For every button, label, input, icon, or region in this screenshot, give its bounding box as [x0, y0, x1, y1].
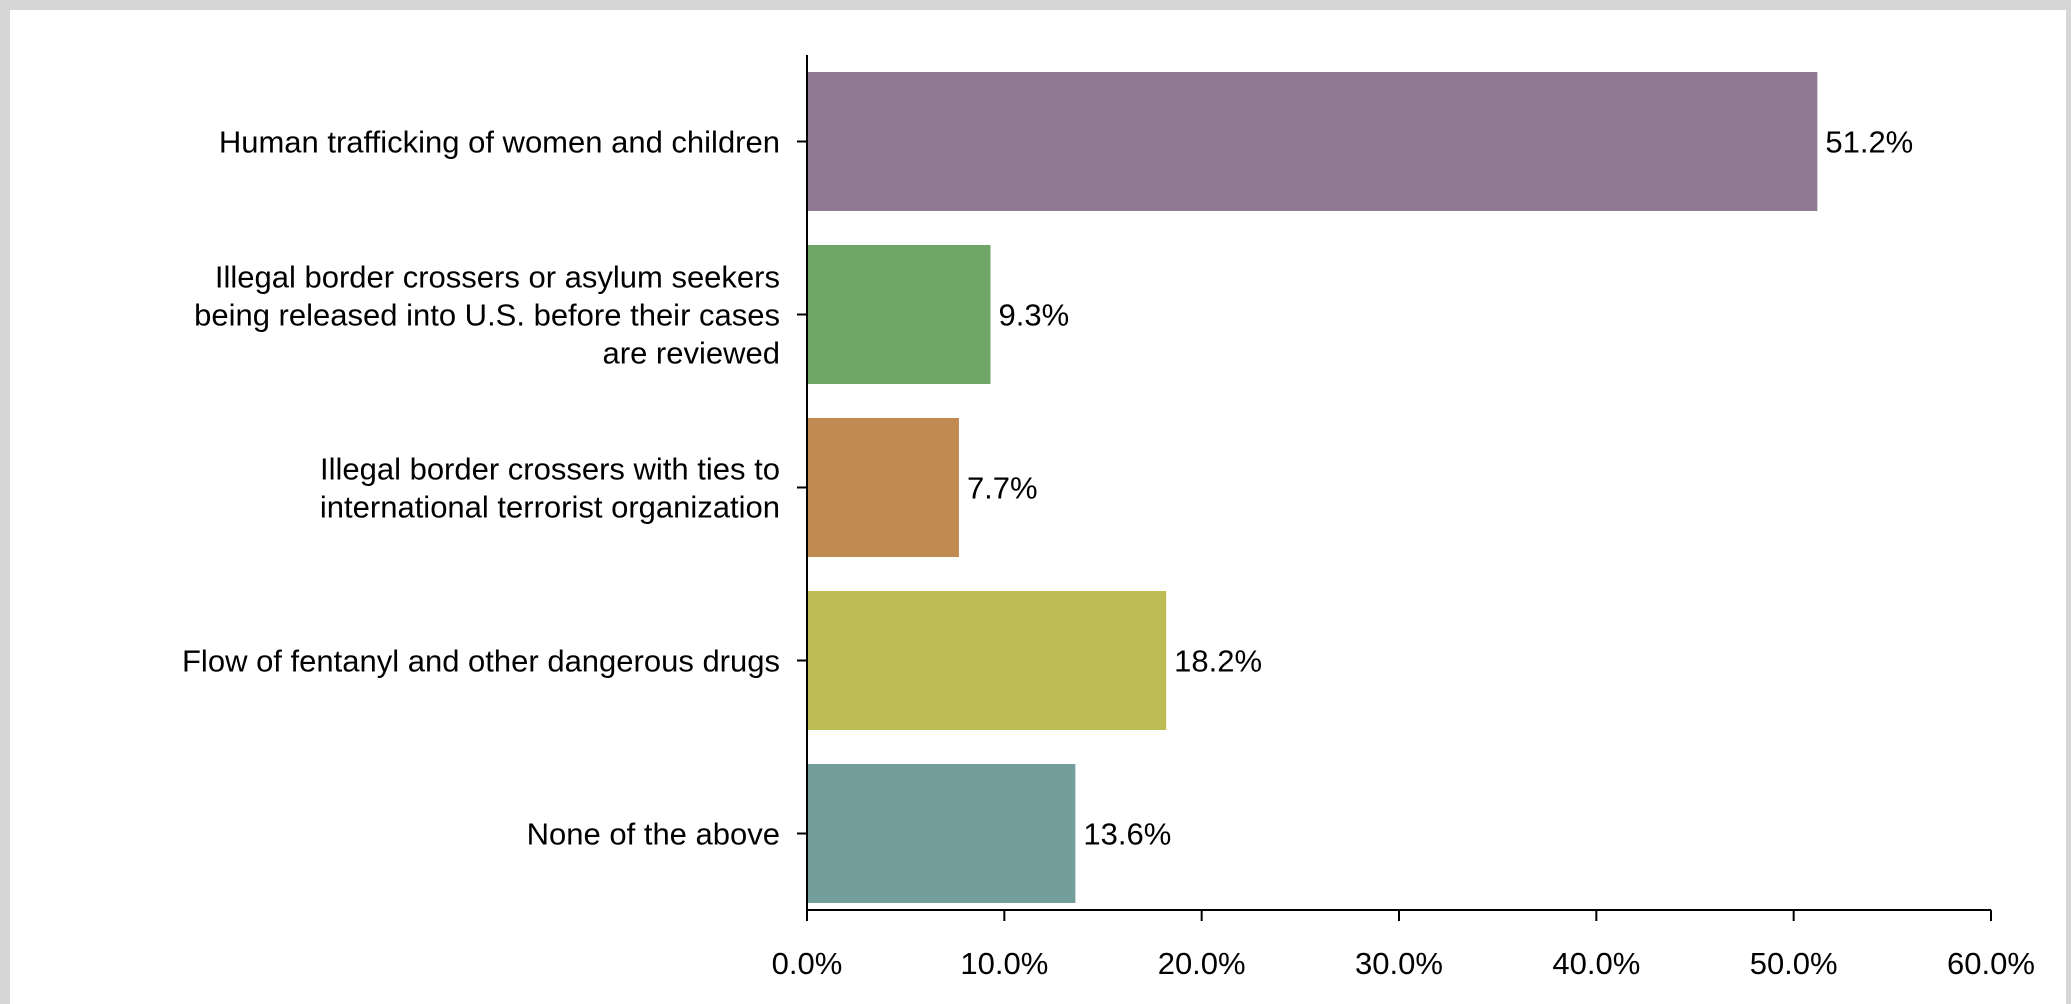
bar-5 — [807, 764, 1076, 903]
bar-2 — [807, 245, 991, 384]
value-label-3: 7.7% — [967, 471, 1038, 506]
chart-frame: Human trafficking of women and children I… — [10, 10, 2066, 1004]
category-labels: Human trafficking of women and children I… — [182, 125, 780, 852]
category-label-4: Flow of fentanyl and other dangerous dru… — [182, 644, 780, 679]
bar-3 — [807, 418, 959, 557]
x-tick-label-4: 30.0% — [1355, 946, 1443, 981]
bar-chart: Human trafficking of women and children I… — [182, 55, 2035, 981]
x-tick-label-5: 40.0% — [1552, 946, 1640, 981]
value-label-5: 13.6% — [1083, 817, 1171, 852]
value-labels: 51.2% 9.3% 7.7% 18.2% 13.6% — [967, 125, 1913, 852]
bar-4 — [807, 591, 1167, 730]
value-label-4: 18.2% — [1174, 644, 1262, 679]
bar-1 — [807, 72, 1818, 211]
x-ticks: 0.0% 10.0% 20.0% 30.0% 40.0% 50.0% 60.0% — [772, 910, 2035, 981]
category-label-1: Human trafficking of women and children — [219, 125, 780, 160]
value-label-2: 9.3% — [999, 298, 1070, 333]
x-tick-label-6: 50.0% — [1750, 946, 1838, 981]
x-tick-label-2: 10.0% — [960, 946, 1048, 981]
category-label-3: Illegal border crossers with ties to inte… — [320, 452, 780, 525]
category-label-2: Illegal border crossers or asylum seeker… — [194, 260, 780, 371]
value-label-1: 51.2% — [1825, 125, 1913, 160]
bars-group — [807, 72, 1818, 903]
x-tick-label-3: 20.0% — [1158, 946, 1246, 981]
x-tick-label-1: 0.0% — [772, 946, 843, 981]
category-label-5: None of the above — [527, 817, 780, 852]
x-tick-label-7: 60.0% — [1947, 946, 2035, 981]
